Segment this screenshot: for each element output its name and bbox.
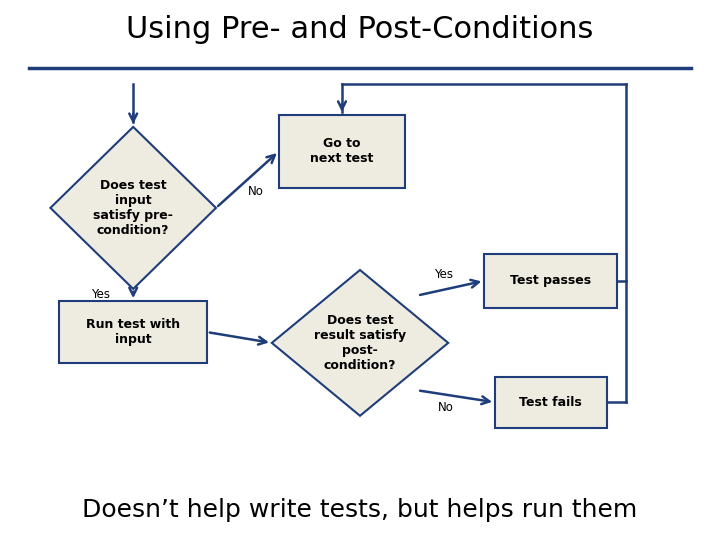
FancyBboxPatch shape	[495, 377, 606, 428]
Text: Go to
next test: Go to next test	[310, 137, 374, 165]
FancyBboxPatch shape	[60, 301, 207, 363]
Text: Does test
result satisfy
post-
condition?: Does test result satisfy post- condition…	[314, 314, 406, 372]
Polygon shape	[272, 270, 448, 416]
Text: Does test
input
satisfy pre-
condition?: Does test input satisfy pre- condition?	[94, 179, 173, 237]
Polygon shape	[50, 127, 216, 289]
FancyBboxPatch shape	[484, 254, 618, 308]
Text: Test passes: Test passes	[510, 274, 591, 287]
Text: Doesn’t help write tests, but helps run them: Doesn’t help write tests, but helps run …	[82, 498, 638, 522]
Text: No: No	[248, 185, 264, 198]
Text: Test fails: Test fails	[519, 396, 582, 409]
Text: Yes: Yes	[434, 268, 453, 281]
Text: No: No	[438, 401, 454, 414]
Text: Yes: Yes	[91, 288, 110, 301]
Text: Using Pre- and Post-Conditions: Using Pre- and Post-Conditions	[126, 15, 594, 44]
FancyBboxPatch shape	[279, 115, 405, 188]
Text: Run test with
input: Run test with input	[86, 318, 180, 346]
